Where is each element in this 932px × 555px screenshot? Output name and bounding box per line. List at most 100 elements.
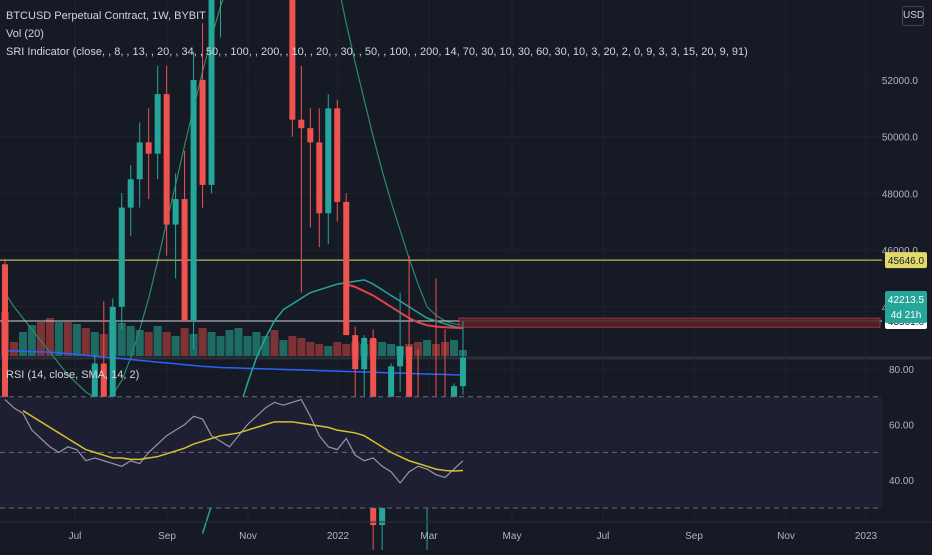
volume-bar	[315, 344, 324, 356]
price-axis-tick: 50000.0	[882, 133, 919, 144]
volume-bar	[54, 322, 63, 356]
volume-bar	[306, 342, 315, 356]
candle-body	[100, 363, 107, 418]
price-axis-tick: 48000.0	[882, 189, 919, 200]
candle-body	[459, 357, 466, 387]
candle-body	[325, 108, 332, 214]
volume-bar	[135, 330, 144, 356]
volume-bar	[216, 336, 225, 356]
rsi-legend[interactable]: RSI (14, close, SMA, 14, 2)	[6, 369, 140, 381]
sri-indicator-legend[interactable]: SRI Indicator (close, , 8, , 13, , 20, ,…	[6, 46, 748, 58]
volume-bar	[171, 336, 180, 356]
candle-body	[127, 179, 134, 208]
red-moving-average	[345, 283, 464, 330]
symbol-legend[interactable]: BTCUSD Perpetual Contract, 1W, BYBIT	[6, 10, 206, 22]
candle-body	[118, 207, 125, 307]
time-axis-tick: Nov	[239, 531, 257, 542]
rsi-axis-tick: 80.00	[889, 365, 914, 376]
last-price-label: 42213.5	[888, 295, 925, 306]
volume-bar	[117, 323, 126, 356]
volume-bar	[252, 332, 261, 356]
candle-body	[298, 119, 305, 129]
volume-legend[interactable]: Vol (20)	[6, 28, 44, 40]
upper-level-label: 45646.0	[888, 256, 925, 267]
candle-body	[2, 264, 8, 418]
rsi-line	[4, 398, 464, 484]
candle-body	[334, 108, 341, 202]
candle-body	[406, 346, 413, 409]
candle-body	[208, 0, 215, 185]
rsi-axis-tick: 40.00	[889, 476, 914, 487]
volume-bar	[162, 332, 171, 356]
time-axis-tick: Jul	[597, 531, 610, 542]
time-axis-tick: Sep	[158, 531, 176, 542]
candle-body	[136, 142, 143, 180]
volume-bar	[333, 342, 342, 356]
volume-bar	[144, 332, 153, 356]
volume-bar	[180, 328, 189, 356]
green-moving-average	[201, 279, 464, 534]
volume-bar	[198, 328, 207, 356]
volume-bar	[72, 324, 81, 356]
candle-body	[316, 142, 323, 214]
time-axis-tick: May	[503, 531, 522, 542]
candle-body	[181, 199, 188, 321]
volume-bar	[342, 344, 351, 356]
volume-bar	[153, 326, 162, 356]
volume-bar	[9, 342, 18, 356]
candle-body	[361, 337, 368, 370]
volume-bar	[288, 336, 297, 356]
volume-bar	[81, 328, 90, 356]
candle-body	[91, 363, 98, 421]
volume-bar	[378, 342, 387, 356]
volume-bar	[414, 342, 423, 356]
volume-bar	[243, 336, 252, 356]
time-axis-tick: 2022	[327, 531, 350, 542]
candle-body	[343, 201, 350, 336]
volume-bar	[90, 332, 99, 356]
volume-bar	[261, 336, 270, 356]
volume-bar	[279, 340, 288, 356]
rsi-axis-bg	[882, 360, 932, 522]
last-price-label-bg	[885, 291, 927, 323]
rsi-ma-line	[22, 410, 464, 472]
candle-body	[199, 80, 206, 185]
volume-bar	[36, 322, 45, 356]
time-axis-tick: Mar	[420, 531, 438, 542]
rsi-axis-tick: 60.00	[889, 421, 914, 432]
time-axis-tick: Sep	[685, 531, 703, 542]
time-axis-tick: Jul	[69, 531, 82, 542]
volume-bar	[225, 330, 234, 356]
volume-bar	[270, 330, 279, 356]
volume-bar	[450, 340, 458, 356]
price-axis-tick: 52000.0	[882, 76, 919, 87]
resistance-zone	[458, 317, 881, 328]
candle-body	[163, 94, 170, 225]
countdown-label: 4d 21h	[891, 310, 922, 321]
volume-bar	[126, 326, 135, 356]
candle-body	[190, 80, 197, 321]
currency-badge[interactable]: USD	[902, 6, 924, 26]
candle-body	[289, 0, 296, 120]
candle-body	[172, 199, 179, 225]
candle-body	[307, 128, 314, 143]
price-panel-bg	[0, 0, 932, 356]
candle-body	[109, 306, 116, 418]
volume-bar	[297, 338, 306, 356]
volume-bar	[45, 318, 54, 356]
candle-body	[397, 346, 404, 367]
upper-level-label-bg	[885, 252, 927, 269]
volume-bar	[27, 325, 36, 356]
time-axis-tick: Nov	[777, 531, 795, 542]
candle-body	[352, 335, 359, 370]
volume-bar	[324, 346, 333, 356]
candle-body	[145, 142, 152, 154]
volume-bar	[207, 332, 216, 356]
blue-moving-average	[4, 349, 463, 376]
volume-bar	[387, 344, 396, 356]
price-axis-tick: 46000.0	[882, 246, 919, 257]
volume-bar	[423, 340, 432, 356]
candle-body	[154, 94, 161, 154]
